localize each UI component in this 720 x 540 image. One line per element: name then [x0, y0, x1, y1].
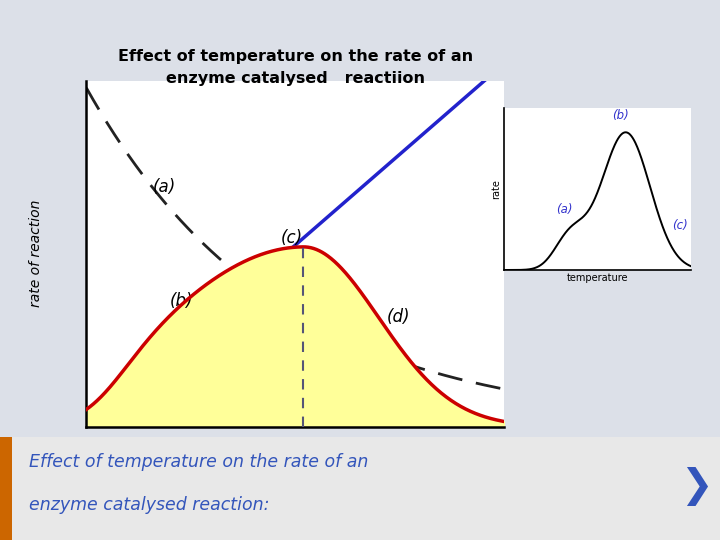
Text: (d): (d): [387, 308, 410, 326]
Text: enzyme catalysed reaction:: enzyme catalysed reaction:: [29, 496, 269, 514]
Text: (b): (b): [613, 109, 629, 123]
Text: Effect of temperature on the rate of an: Effect of temperature on the rate of an: [29, 453, 368, 471]
Text: X: X: [296, 438, 310, 456]
Text: (c): (c): [280, 230, 302, 247]
Text: Temperature °C: Temperature °C: [222, 469, 369, 488]
Text: (a): (a): [153, 178, 176, 195]
Text: Effect of temperature on the rate of an: Effect of temperature on the rate of an: [117, 49, 473, 64]
Text: (b): (b): [170, 292, 194, 309]
Y-axis label: rate: rate: [491, 179, 501, 199]
Text: (a): (a): [557, 203, 573, 217]
Text: (c): (c): [672, 219, 688, 233]
Text: rate of reaction: rate of reaction: [30, 200, 43, 307]
X-axis label: temperature: temperature: [567, 273, 629, 283]
Text: enzyme catalysed   reactiion: enzyme catalysed reactiion: [166, 71, 425, 86]
Text: ❯: ❯: [680, 467, 713, 505]
